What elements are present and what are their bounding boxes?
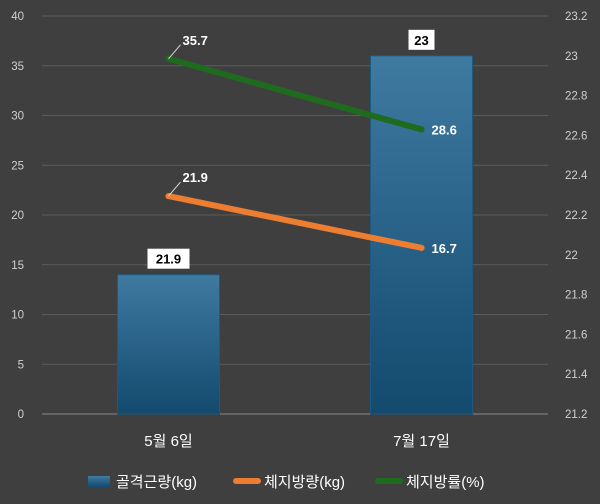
line-data-label: 28.6 xyxy=(432,122,457,137)
y-right-tick-label: 21.4 xyxy=(565,369,588,381)
y-left-tick-label: 35 xyxy=(11,61,24,73)
y-right-tick-label: 22.6 xyxy=(565,130,587,142)
x-axis: 5월 6일 7월 17일 xyxy=(144,433,450,450)
label-leader-line xyxy=(168,181,181,197)
x-category-label: 5월 6일 xyxy=(144,433,192,450)
bar-data-label: 21.9 xyxy=(156,252,181,267)
legend-label: 체지방률(%) xyxy=(406,474,485,491)
line-data-label: 21.9 xyxy=(183,170,208,185)
y-right-tick-label: 22.2 xyxy=(565,210,587,222)
line-data-label: 35.7 xyxy=(183,33,208,48)
bar xyxy=(370,55,473,415)
line-data-label: 16.7 xyxy=(432,241,457,256)
line-point xyxy=(418,126,425,133)
line-point xyxy=(418,244,425,251)
legend: 골격근량(kg) 체지방량(kg) 체지방률(%) xyxy=(88,474,485,491)
y-left-tick-label: 20 xyxy=(11,210,24,222)
y-left-tick-label: 30 xyxy=(11,111,24,123)
line-series-path xyxy=(165,55,425,133)
y-right-tick-label: 22.8 xyxy=(565,91,587,103)
y-right-tick-label: 22.4 xyxy=(565,170,588,182)
y-left-tick-label: 5 xyxy=(18,359,24,371)
bar-series xyxy=(117,55,473,415)
bar xyxy=(117,274,220,415)
bar-data-label-box xyxy=(147,248,190,269)
label-leader-line xyxy=(168,44,181,60)
bar-data-label: 23 xyxy=(414,33,428,48)
legend-swatch-bar xyxy=(88,476,110,487)
legend-label: 체지방량(kg) xyxy=(264,474,345,491)
y-axis-left: 0 5 10 15 20 25 30 35 40 xyxy=(11,11,24,421)
y-axis-right: 21.2 21.4 21.6 21.8 22 22.2 22.4 22.6 22.8 23 23.2 xyxy=(565,11,588,421)
x-category-label: 7월 17일 xyxy=(393,433,450,450)
y-right-tick-label: 21.6 xyxy=(565,329,587,341)
line-series-path xyxy=(165,193,425,251)
y-left-tick-label: 15 xyxy=(11,260,24,272)
y-left-tick-label: 25 xyxy=(11,160,24,172)
y-right-tick-label: 21.8 xyxy=(565,290,587,302)
y-right-tick-label: 23.2 xyxy=(565,11,587,23)
legend-label: 골격근량(kg) xyxy=(116,474,197,491)
y-left-tick-label: 40 xyxy=(11,11,24,23)
y-right-tick-label: 22 xyxy=(565,250,578,262)
y-right-tick-label: 21.2 xyxy=(565,409,587,421)
data-labels: 21.9 23 21.9 16.7 35.7 28.6 xyxy=(147,29,457,269)
bar-data-label-box xyxy=(408,29,435,50)
y-left-tick-label: 10 xyxy=(11,310,24,322)
y-right-tick-label: 23 xyxy=(565,51,578,63)
y-left-tick-label: 0 xyxy=(18,409,24,421)
